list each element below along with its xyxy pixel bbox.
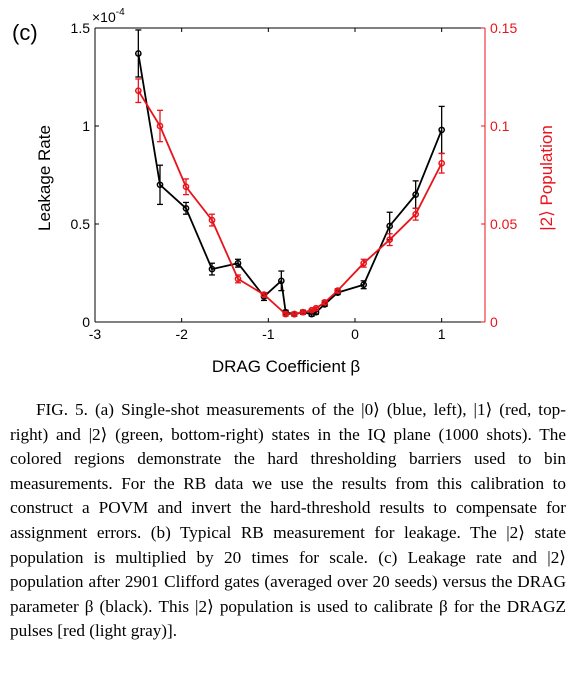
left-tick-label: 0 <box>82 314 90 330</box>
left-tick-label: 1 <box>82 118 90 134</box>
left-axis-label: Leakage Rate <box>35 125 54 231</box>
right-axis-label: |2⟩ Population <box>537 125 556 231</box>
data-point <box>156 122 164 130</box>
data-point <box>386 236 394 244</box>
data-point <box>438 126 446 134</box>
right-tick-label: 0.05 <box>490 216 517 232</box>
data-point <box>360 281 368 289</box>
data-point <box>412 210 420 218</box>
data-point <box>134 50 142 57</box>
x-tick-label: -3 <box>89 326 102 342</box>
figure-panel-c: (c) ×10-4 -3 -2 -1 0 1 0 0.5 1 1.5 0 0.05 0.1 0.15 D… <box>12 7 556 376</box>
left-tick-label: 1.5 <box>71 20 91 36</box>
figure-caption: FIG. 5. (a) Single-shot measurements of … <box>10 400 566 641</box>
data-point <box>360 259 368 267</box>
data-point <box>438 159 446 167</box>
data-point <box>156 181 164 189</box>
series-layer <box>134 29 446 318</box>
data-point <box>282 310 290 318</box>
data-point <box>290 310 298 318</box>
data-point <box>182 204 190 212</box>
data-point <box>277 277 285 285</box>
data-point <box>312 304 320 312</box>
data-point <box>234 259 242 267</box>
right-tick-label: 0 <box>490 314 498 330</box>
left-tick-label: 0.5 <box>71 216 91 232</box>
data-point <box>299 308 307 316</box>
data-point <box>334 287 342 294</box>
exponent-base: ×10 <box>92 9 116 25</box>
data-point <box>412 191 420 198</box>
data-point <box>134 87 142 95</box>
x-tick-label: 1 <box>438 326 446 342</box>
data-point <box>321 299 329 306</box>
axes: -3 -2 -1 0 1 0 0.5 1 1.5 0 0.05 0.1 0.15 <box>71 20 518 342</box>
series-left <box>134 29 446 318</box>
data-point <box>208 216 216 224</box>
leakage-chart: (c) ×10-4 -3 -2 -1 0 1 0 0.5 1 1.5 0 0.05 0.1 0.15 D… <box>12 7 556 376</box>
x-tick-label: -1 <box>262 326 275 342</box>
panel-label: (c) <box>12 20 38 45</box>
exponent-label: ×10-4 <box>92 7 125 25</box>
exponent-power: -4 <box>116 7 125 18</box>
data-point <box>260 291 268 298</box>
x-tick-label: 0 <box>351 326 359 342</box>
data-point <box>386 222 394 230</box>
data-point <box>182 183 190 191</box>
data-point <box>208 265 216 273</box>
right-tick-label: 0.15 <box>490 20 517 36</box>
right-tick-label: 0.1 <box>490 118 510 134</box>
data-point <box>234 275 242 283</box>
x-axis-label: DRAG Coefficient β <box>212 357 361 376</box>
x-tick-label: -2 <box>175 326 188 342</box>
series-right <box>134 78 446 318</box>
